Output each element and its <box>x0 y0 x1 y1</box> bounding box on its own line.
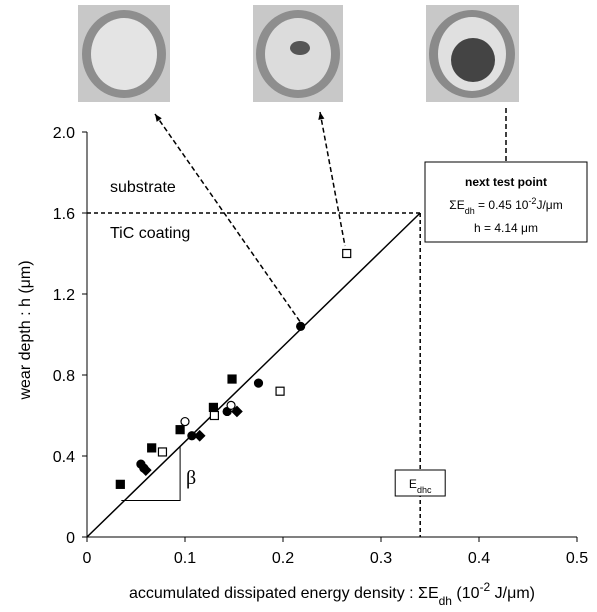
y-tick-label: 1.6 <box>53 206 75 223</box>
critical-energy-main: E <box>409 477 417 491</box>
x-label-main: accumulated dissipated energy density : … <box>129 585 439 602</box>
annotation-depth: h = 4.14 μm <box>474 221 538 235</box>
energy-sub: dh <box>465 206 475 216</box>
x-tick-label: 0.3 <box>370 550 392 567</box>
diamond-marker <box>231 405 243 418</box>
y-tick-label: 0.4 <box>53 449 75 466</box>
slope-triangle <box>121 445 181 502</box>
y-tick-label: 2.0 <box>53 125 75 142</box>
pointer-line <box>154 113 302 324</box>
layer-label: TiC coating <box>110 225 190 242</box>
x-label-unit: (10 <box>452 585 480 602</box>
diamond-marker <box>139 464 152 477</box>
micrograph-3 <box>426 5 519 102</box>
circle-marker <box>253 378 264 388</box>
y-axis-label: wear depth : h (μm) <box>17 260 34 400</box>
energy-sup: -2 <box>528 196 536 206</box>
square-marker <box>147 443 157 453</box>
x-tick-label: 0.5 <box>566 550 588 567</box>
energy-symbol: ΣE <box>449 198 464 212</box>
square-marker <box>175 425 185 435</box>
energy-text: = 0.45 10 <box>475 198 529 212</box>
x-tick-label: 0.2 <box>272 550 294 567</box>
x-label-unit-end: J/μm) <box>490 585 535 602</box>
diamond-marker <box>193 429 206 442</box>
circle-marker <box>296 321 306 331</box>
square-marker <box>342 248 352 259</box>
circle-marker <box>180 416 190 427</box>
arrow-head <box>155 114 162 122</box>
y-tick-label: 0 <box>66 530 75 547</box>
square-marker <box>115 479 125 489</box>
pointer-line <box>319 111 346 247</box>
critical-energy-label: Edhc <box>409 477 432 495</box>
critical-energy-sub: dhc <box>417 485 432 495</box>
square-marker <box>227 374 237 384</box>
square-marker <box>275 386 285 396</box>
arrow-head <box>318 112 325 120</box>
square-marker <box>208 402 219 412</box>
layer-label: substrate <box>110 179 176 196</box>
circle-marker <box>226 400 236 410</box>
x-tick-label: 0.4 <box>468 550 490 567</box>
micrograph-1 <box>78 5 170 102</box>
fit-line <box>86 212 421 538</box>
x-tick-label: 0.1 <box>174 550 196 567</box>
plot: 0 0.1 0.2 0.3 0.4 0.5 0 0.4 0.8 1.2 1.6 2.0 Edhc <box>53 108 588 567</box>
micrograph-2 <box>253 5 343 102</box>
square-marker <box>209 410 219 421</box>
x-label-sup: -2 <box>480 580 491 594</box>
x-label-sub: dh <box>439 594 452 608</box>
annotation-title: next test point <box>465 175 547 189</box>
slope-label: β <box>186 467 196 489</box>
critical-energy-box <box>394 469 446 497</box>
x-tick-label: 0 <box>83 550 92 567</box>
y-tick-label: 1.2 <box>53 287 75 304</box>
x-axis-label: accumulated dissipated energy density : … <box>129 580 535 608</box>
annotation-energy: ΣEdh = 0.45 10-2J/μm <box>449 196 562 216</box>
y-tick-label: 0.8 <box>53 368 75 385</box>
energy-unit: J/μm <box>536 198 562 212</box>
square-marker <box>157 447 168 457</box>
annotation-box <box>424 161 588 243</box>
